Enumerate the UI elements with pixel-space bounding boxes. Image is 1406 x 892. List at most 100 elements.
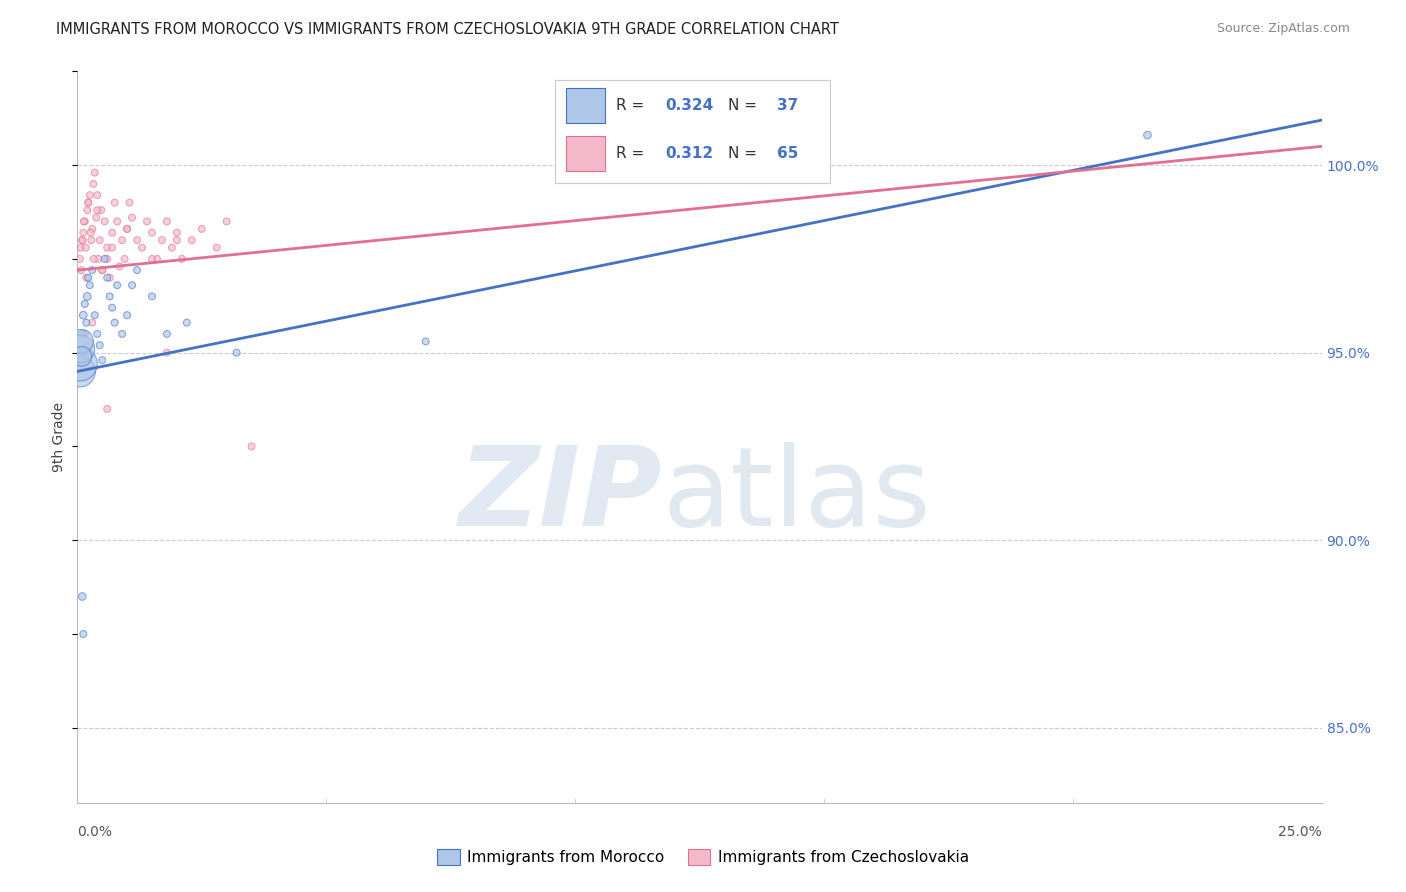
Point [111,233,134,247]
Point [72,326,94,341]
Point [69,342,91,356]
Point [82,222,104,236]
Point [150,233,173,247]
Point [104,195,127,210]
Point [166,226,188,240]
Point [69,241,91,255]
Point [73,214,96,228]
Point [108,260,131,274]
Point [121,278,143,293]
Point [118,195,141,210]
Point [69,252,91,266]
Point [98,270,121,285]
Point [70,350,93,364]
Point [115,222,138,236]
Point [166,233,188,247]
Text: Source: ZipAtlas.com: Source: ZipAtlas.com [1216,22,1350,36]
Point [76,338,98,352]
Text: atlas: atlas [662,442,931,549]
Text: 25.0%: 25.0% [1278,825,1322,839]
Text: R =: R = [616,98,648,113]
Point [111,326,134,341]
Point [76,289,98,303]
Point [75,316,97,330]
Point [156,345,179,359]
Point [90,203,112,218]
Point [98,289,121,303]
Point [101,301,124,315]
Point [160,241,183,255]
Point [93,252,115,266]
Text: 0.324: 0.324 [665,98,713,113]
Point [82,177,104,191]
Point [73,214,96,228]
Point [73,297,96,311]
Point [101,241,124,255]
Point [70,345,93,359]
Point [89,338,111,352]
Point [156,214,179,228]
Text: R =: R = [616,145,648,161]
Point [72,308,94,322]
Text: 0.0%: 0.0% [77,825,112,839]
Point [114,252,136,266]
Point [105,278,128,293]
Point [72,627,94,641]
Point [83,166,105,180]
Point [141,252,163,266]
Point [170,252,193,266]
Point [77,270,100,285]
Text: ZIP: ZIP [458,442,662,549]
Point [205,241,228,255]
Point [1136,128,1159,142]
Point [93,214,115,228]
Point [415,334,437,349]
Point [96,241,118,255]
Point [83,252,105,266]
Point [80,233,103,247]
Point [156,326,179,341]
Point [82,316,104,330]
Point [104,316,127,330]
Point [69,357,91,371]
Point [86,326,108,341]
Point [82,263,104,277]
Point [84,211,107,225]
Bar [567,88,605,123]
Point [215,214,238,228]
Text: N =: N = [728,145,762,161]
Text: 37: 37 [778,98,799,113]
Legend: Immigrants from Morocco, Immigrants from Czechoslovakia: Immigrants from Morocco, Immigrants from… [430,843,976,871]
Point [70,263,93,277]
Point [72,590,94,604]
Point [83,308,105,322]
Point [86,188,108,202]
Point [96,270,118,285]
Point [79,278,101,293]
Point [73,326,96,341]
Point [91,263,114,277]
Point [121,211,143,225]
Point [91,353,114,368]
Point [69,353,91,368]
Point [87,252,110,266]
Point [136,214,159,228]
Point [91,263,114,277]
Text: N =: N = [728,98,762,113]
Point [141,226,163,240]
Point [240,440,263,454]
Bar [567,136,605,170]
Point [115,222,138,236]
Text: 0.312: 0.312 [665,145,713,161]
Point [69,364,91,378]
Point [75,270,97,285]
Point [131,241,153,255]
Point [105,214,128,228]
Point [146,252,169,266]
Point [75,241,97,255]
Point [76,203,98,218]
Point [80,226,103,240]
Point [191,222,214,236]
Point [86,203,108,218]
Point [125,233,148,247]
